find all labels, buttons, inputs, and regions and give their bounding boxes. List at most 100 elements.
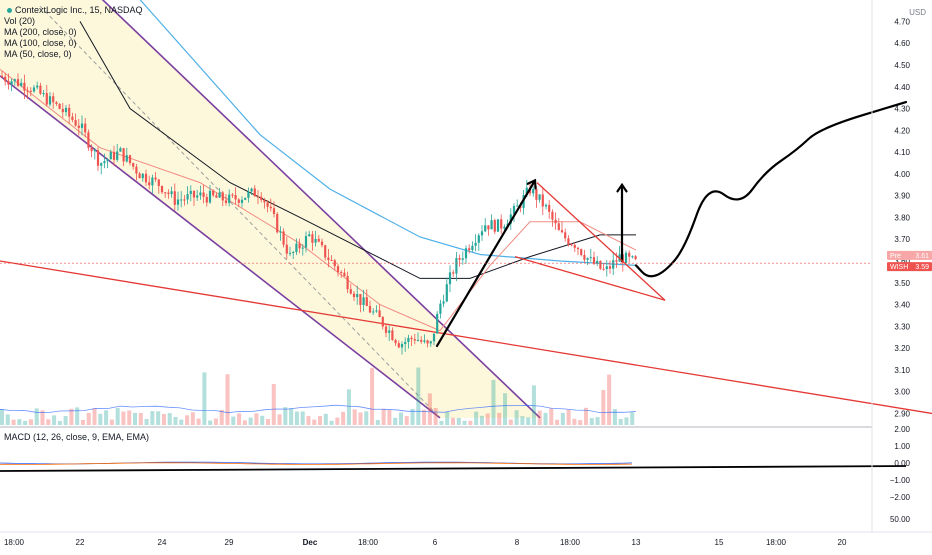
time-tick-label: Dec [303, 538, 318, 547]
candle-body [279, 231, 282, 233]
volume-bar [439, 420, 444, 425]
candle-body [90, 147, 93, 152]
macd-tick-label: −1.00 [890, 476, 911, 485]
ma200-line [139, 0, 637, 266]
volume-bar [294, 411, 299, 425]
legend-ma100[interactable]: MA (100, close, 0) [4, 38, 77, 48]
volume-bar [543, 412, 548, 425]
macd-legend: MACD (12, 26, close, 9, EMA, EMA) [4, 432, 149, 443]
candle-body [128, 155, 132, 164]
candle-body [564, 232, 567, 239]
candle-body [208, 190, 212, 203]
currency-label: USD [909, 8, 926, 17]
candle-body [624, 252, 628, 264]
volume-bar [75, 407, 80, 425]
candle-body [103, 161, 106, 164]
volume-bar [150, 411, 155, 425]
drawn-arrow-head [616, 182, 628, 193]
candle-body [20, 82, 23, 86]
volume-bar [572, 418, 577, 425]
volume-bar [132, 412, 138, 425]
volume-bar [410, 408, 415, 425]
volume-bar [387, 409, 392, 425]
candle-body [96, 150, 100, 166]
legend-ma50[interactable]: MA (50, close, 0) [4, 49, 72, 59]
candle-body [311, 234, 314, 243]
candle-body [356, 294, 359, 298]
legend-volume[interactable]: Vol (20) [4, 16, 36, 26]
volume-bar [508, 419, 513, 425]
volume-bar [300, 411, 305, 425]
candle-body [493, 220, 496, 232]
volume-bar [196, 418, 201, 425]
candle-body [183, 199, 186, 201]
price-tick-label: 4.70 [894, 17, 910, 26]
volume-bar [92, 408, 97, 425]
candle-body [80, 123, 84, 128]
candle-body [407, 337, 410, 343]
volume-bar [589, 418, 594, 425]
candle-body [42, 93, 45, 95]
candle-body [135, 166, 138, 174]
candle-body [327, 257, 330, 261]
candle-body [592, 257, 596, 264]
legend-ma200[interactable]: MA (200, close, 0) [4, 27, 77, 37]
volume-bar [318, 416, 323, 425]
candle-body [436, 313, 439, 334]
volume-bar [595, 417, 600, 425]
candle-body [445, 284, 448, 302]
candle-body [458, 258, 461, 260]
candle-body [352, 293, 356, 298]
indicator-lines-layer [0, 0, 932, 419]
macd-layer [0, 426, 907, 472]
candle-body [186, 194, 189, 200]
volume-bar [28, 419, 33, 425]
volume-bar [231, 416, 236, 425]
time-tick-label: 18:00 [4, 538, 25, 547]
volume-bar [323, 413, 328, 425]
candle-body [266, 202, 269, 207]
candle-body [237, 199, 240, 203]
volume-bar [86, 412, 91, 425]
legend-symbol[interactable]: ContextLogic Inc., 15, NASDAQ [4, 5, 143, 16]
candle-body [580, 249, 583, 256]
candle-body [442, 301, 445, 304]
candle-body [589, 257, 592, 259]
volume-bar [63, 416, 68, 425]
volume-bar [537, 410, 542, 425]
candle-body [525, 187, 528, 196]
candle-body [167, 192, 170, 195]
volume-bar [52, 415, 57, 425]
time-tick-label: 20 [838, 538, 847, 547]
candle-body [544, 205, 548, 207]
price-tick-label: 4.20 [894, 126, 910, 135]
price-badge-value: 3.61 [915, 253, 929, 260]
volume-bar [624, 417, 629, 425]
candle-body [413, 339, 416, 341]
candle-body [538, 194, 541, 200]
volume-bar [618, 418, 623, 425]
drawings-layer [435, 100, 908, 348]
candle-body [464, 248, 468, 259]
legend-macd[interactable]: MACD (12, 26, close, 9, EMA, EMA) [4, 432, 150, 442]
candle-body [560, 230, 564, 233]
candle-body [314, 238, 317, 243]
candle-body [192, 190, 196, 198]
channel-median-line [39, 5, 441, 419]
price-badge-value: 3.59 [915, 264, 929, 271]
candle-body [596, 260, 599, 264]
volume-bar [427, 393, 432, 425]
volume-bar [248, 417, 253, 425]
candle-body [7, 81, 10, 85]
candle-body [260, 196, 263, 200]
price-badge [887, 262, 932, 272]
candle-body [346, 276, 349, 290]
candle-body [340, 271, 343, 273]
time-tick-label: 13 [632, 538, 641, 547]
candle-body [4, 76, 7, 82]
candle-body [231, 194, 234, 196]
candle-body [557, 223, 560, 231]
candle-body [400, 344, 404, 348]
price-tick-label: 3.00 [894, 388, 910, 397]
